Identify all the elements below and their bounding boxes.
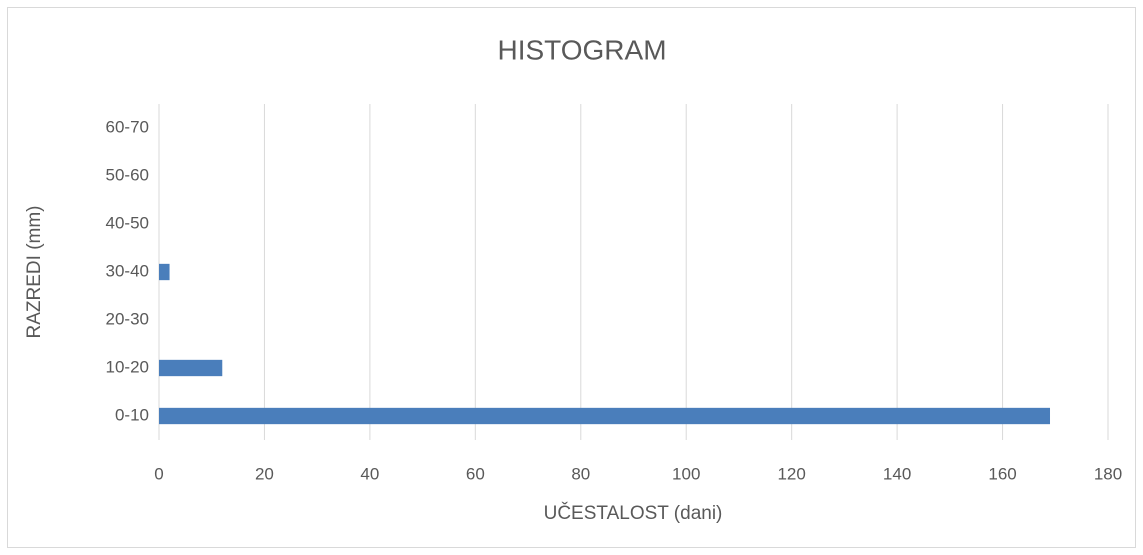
- x-tick-label: 20: [255, 464, 274, 483]
- x-tick-label: 100: [672, 464, 700, 483]
- x-tick-label: 120: [777, 464, 805, 483]
- y-tick-label: 40-50: [106, 213, 149, 232]
- x-tick-label: 0: [154, 464, 163, 483]
- y-tick-label: 30-40: [106, 261, 149, 280]
- x-axis-title: UČESTALOST (dani): [544, 502, 723, 524]
- x-tick-label: 60: [466, 464, 485, 483]
- x-tick-label: 80: [571, 464, 590, 483]
- y-tick-label: 0-10: [115, 405, 149, 424]
- y-tick-label: 50-60: [106, 165, 149, 184]
- y-tick-label: 20-30: [106, 309, 149, 328]
- y-tick-label: 60-70: [106, 117, 149, 136]
- x-tick-label: 40: [360, 464, 379, 483]
- chart-title: HISTOGRAM: [497, 34, 666, 65]
- bar: [159, 407, 1051, 425]
- y-tick-label: 10-20: [106, 357, 149, 376]
- bar: [159, 359, 223, 377]
- y-axis-title: RAZREDI (mm): [24, 206, 45, 339]
- x-tick-label: 160: [988, 464, 1016, 483]
- chart-border: [7, 7, 1136, 548]
- x-tick-label: 140: [883, 464, 911, 483]
- x-tick-label: 180: [1094, 464, 1122, 483]
- bar: [159, 263, 170, 281]
